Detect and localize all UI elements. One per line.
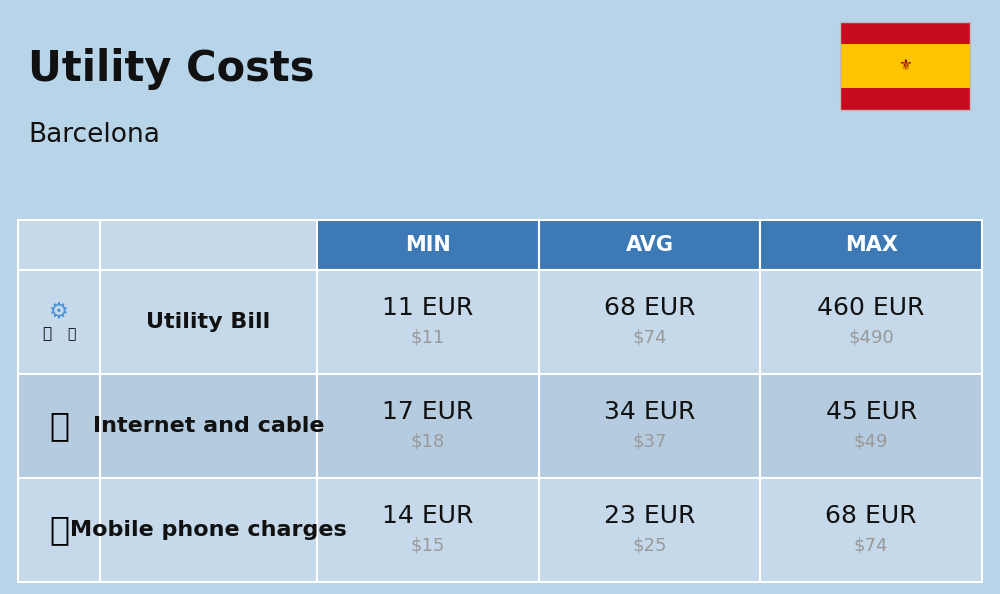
Text: 💧: 💧 [67, 327, 75, 341]
Bar [317, 478, 539, 582]
Bar [539, 374, 760, 478]
Bar [539, 220, 760, 270]
Bar [317, 220, 539, 270]
Bar [100, 374, 317, 478]
Text: $15: $15 [411, 536, 445, 555]
Text: 23 EUR: 23 EUR [604, 504, 695, 529]
Text: 📱: 📱 [49, 513, 69, 546]
Bar [760, 374, 982, 478]
Text: 45 EUR: 45 EUR [826, 400, 917, 425]
Text: $74: $74 [854, 536, 888, 555]
Bar [539, 478, 760, 582]
Text: 68 EUR: 68 EUR [604, 296, 695, 321]
Bar [760, 478, 982, 582]
Text: $37: $37 [632, 432, 667, 451]
Text: 34 EUR: 34 EUR [604, 400, 695, 425]
Bar [18, 374, 100, 478]
Bar [840, 88, 970, 110]
Text: $490: $490 [848, 328, 894, 347]
Text: 🔌: 🔌 [42, 327, 52, 342]
Text: Internet and cable: Internet and cable [93, 416, 324, 436]
Bar [539, 270, 760, 374]
Bar [760, 220, 982, 270]
Bar [317, 374, 539, 478]
Text: ⚜: ⚜ [898, 58, 912, 74]
Bar [100, 220, 317, 270]
Text: Mobile phone charges: Mobile phone charges [70, 520, 347, 540]
Bar [18, 220, 100, 270]
Text: 17 EUR: 17 EUR [382, 400, 473, 425]
Bar [18, 270, 100, 374]
Text: 📡: 📡 [49, 409, 69, 443]
Text: $18: $18 [411, 432, 445, 451]
Text: $49: $49 [854, 432, 888, 451]
Bar [760, 270, 982, 374]
Text: MIN: MIN [405, 235, 451, 255]
Bar [317, 270, 539, 374]
Text: MAX: MAX [845, 235, 898, 255]
Text: 460 EUR: 460 EUR [817, 296, 925, 321]
Text: 68 EUR: 68 EUR [825, 504, 917, 529]
Text: AVG: AVG [625, 235, 673, 255]
Text: Utility Costs: Utility Costs [28, 48, 314, 90]
Bar [100, 478, 317, 582]
Bar [18, 478, 100, 582]
Text: $11: $11 [411, 328, 445, 347]
Bar [840, 44, 970, 88]
Text: Barcelona: Barcelona [28, 122, 160, 148]
Bar [840, 22, 970, 110]
Bar [100, 270, 317, 374]
Text: ⚙: ⚙ [49, 302, 69, 322]
Text: $25: $25 [632, 536, 667, 555]
Bar [840, 22, 970, 44]
Text: 14 EUR: 14 EUR [382, 504, 473, 529]
Text: $74: $74 [632, 328, 667, 347]
Text: Utility Bill: Utility Bill [146, 312, 271, 332]
Text: 11 EUR: 11 EUR [382, 296, 473, 321]
